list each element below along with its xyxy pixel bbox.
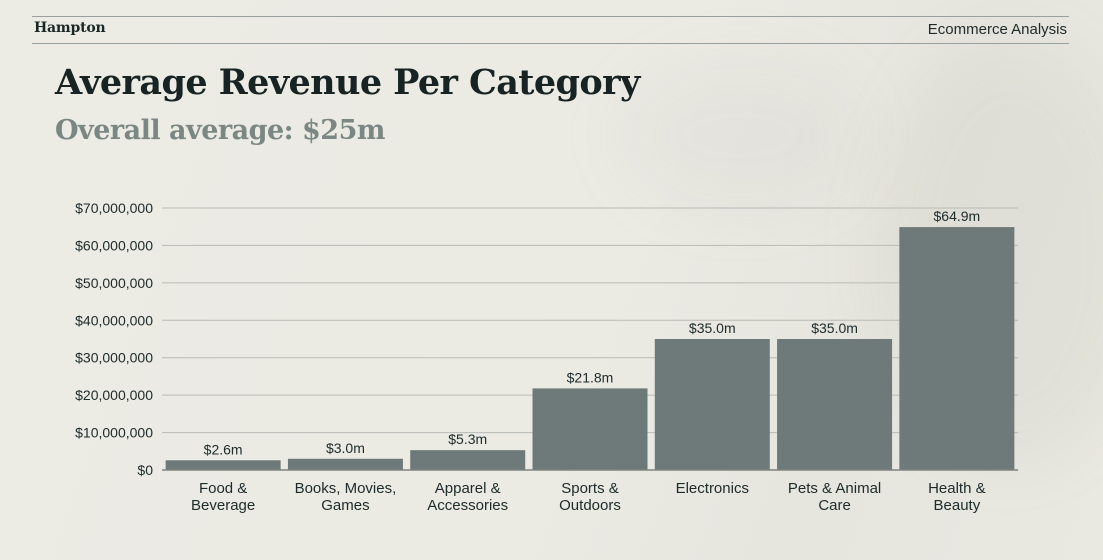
data-label: $35.0m xyxy=(811,320,858,336)
section-label: Ecommerce Analysis xyxy=(927,21,1067,38)
top-rule xyxy=(32,16,1069,17)
data-label: $21.8m xyxy=(567,369,614,385)
x-tick-label: Care xyxy=(818,497,851,514)
x-tick-label: Accessories xyxy=(427,497,508,514)
bar xyxy=(899,227,1015,470)
x-tick-label: Health & xyxy=(928,480,986,497)
x-tick-label: Food & xyxy=(199,480,247,497)
data-label: $64.9m xyxy=(934,208,981,224)
y-tick-label: $70,000,000 xyxy=(75,200,153,216)
x-tick-label: Beverage xyxy=(191,497,255,514)
x-tick-label: Pets & Animal xyxy=(788,480,881,497)
x-tick-label: Electronics xyxy=(676,480,749,497)
y-tick-label: $0 xyxy=(137,462,153,478)
x-tick-label: Books, Movies, xyxy=(295,480,397,497)
page-title: Average Revenue Per Category xyxy=(55,62,640,103)
y-tick-label: $10,000,000 xyxy=(75,425,153,441)
x-tick-label: Games xyxy=(321,497,369,514)
bar xyxy=(777,339,893,470)
x-tick-label: Outdoors xyxy=(559,497,621,514)
y-tick-label: $60,000,000 xyxy=(75,237,153,253)
x-tick-label: Beauty xyxy=(934,497,981,514)
header-divider xyxy=(32,43,1069,44)
bar xyxy=(532,388,648,470)
data-label: $35.0m xyxy=(689,320,736,336)
x-tick-label: Apparel & xyxy=(435,480,501,497)
data-label: $3.0m xyxy=(326,440,365,456)
bar xyxy=(410,450,526,470)
y-tick-label: $40,000,000 xyxy=(75,312,153,328)
brand-logo: Hampton xyxy=(34,20,106,36)
page-subtitle: Overall average: $25m xyxy=(55,115,385,146)
data-label: $5.3m xyxy=(448,431,487,447)
data-label: $2.6m xyxy=(204,441,243,457)
y-tick-label: $50,000,000 xyxy=(75,275,153,291)
y-tick-label: $20,000,000 xyxy=(75,387,153,403)
y-tick-label: $30,000,000 xyxy=(75,350,153,366)
bar xyxy=(287,458,403,470)
x-tick-label: Sports & xyxy=(561,480,619,497)
bar xyxy=(165,460,281,470)
bar xyxy=(654,339,770,470)
